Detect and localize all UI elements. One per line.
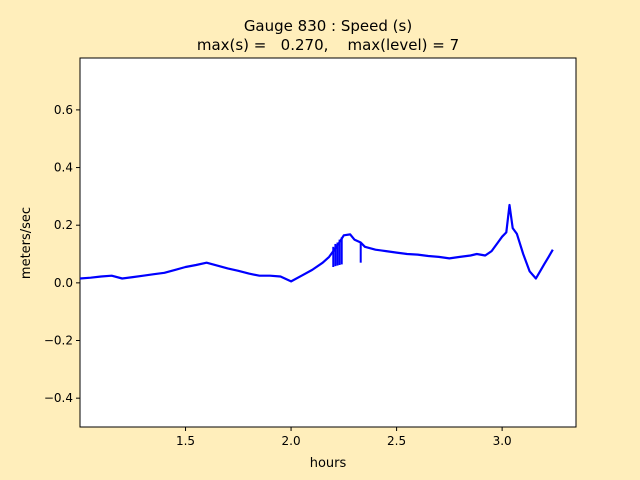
x-tick-label: 2.0 [282, 434, 301, 448]
x-tick-label: 3.0 [493, 434, 512, 448]
y-axis-label: meters/sec [19, 207, 34, 279]
y-tick-label: 0.6 [54, 103, 73, 117]
y-tick-label: 0.0 [54, 276, 73, 290]
y-tick-label: 0.2 [54, 218, 73, 232]
data-layer [79, 203, 554, 283]
x-axis-ticks: 1.5 2.0 2.5 3.0 [176, 427, 512, 448]
chart-title-line2: max(s) = 0.270, max(level) = 7 [197, 36, 459, 54]
y-tick-label: −0.4 [44, 391, 73, 405]
x-axis-label: hours [310, 456, 347, 471]
y-axis-ticks: −0.4 −0.2 0.0 0.2 0.4 0.6 [44, 103, 80, 405]
y-tick-label: 0.4 [54, 161, 73, 175]
y-tick-label: −0.2 [44, 334, 73, 348]
chart-title-line1: Gauge 830 : Speed (s) [244, 17, 412, 35]
plot-area [79, 57, 577, 428]
series-line-0 [79, 203, 554, 283]
x-tick-label: 1.5 [176, 434, 195, 448]
x-tick-label: 2.5 [387, 434, 406, 448]
